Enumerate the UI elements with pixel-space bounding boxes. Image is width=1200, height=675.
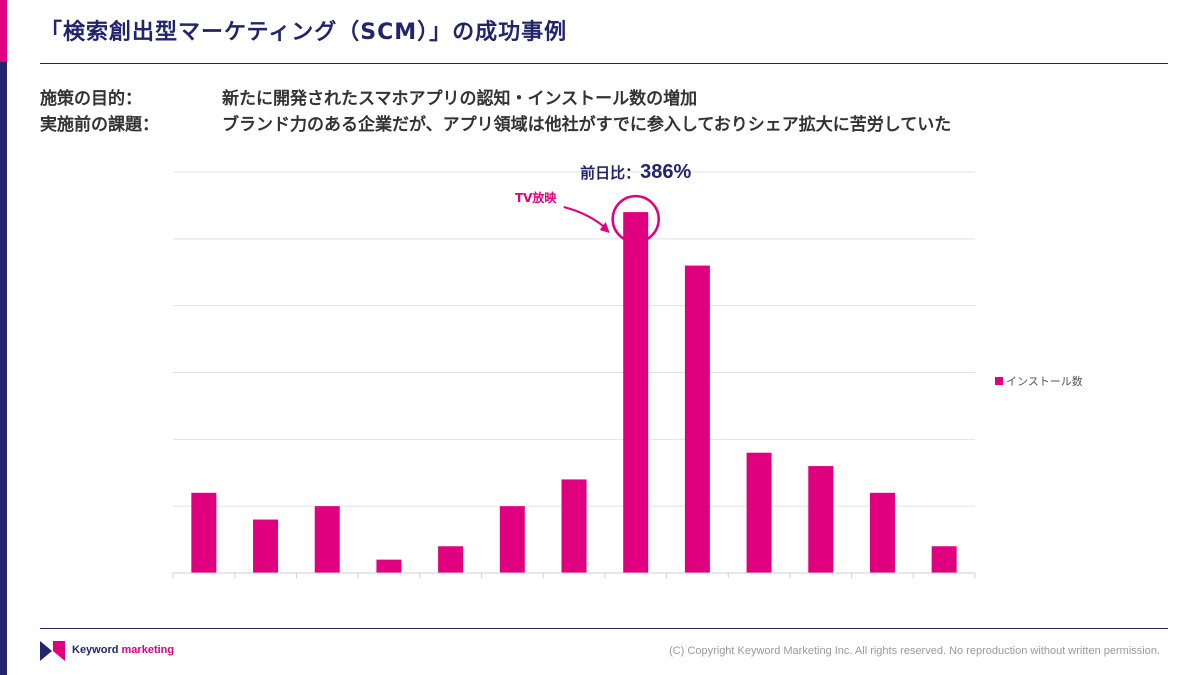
bar-install-3 — [314, 506, 340, 573]
chart-annotations: 前日比：386% TV放映 — [173, 161, 975, 244]
left-accent-bar-pink — [0, 0, 7, 62]
bar-install-5 — [438, 546, 464, 573]
bar-install-8 — [623, 212, 649, 573]
bar-install-12 — [869, 492, 895, 573]
ratio-annotation: 前日比：386% — [580, 161, 691, 183]
tv-broadcast-label: TV放映 — [515, 190, 557, 205]
slide-title: 「検索創出型マーケティング（SCM）」の成功事例 — [40, 20, 568, 45]
chart-gridlines — [173, 171, 975, 507]
bar-install-13 — [931, 546, 957, 573]
bar-install-11 — [808, 466, 834, 573]
brand-accent: marketing — [121, 644, 175, 656]
issue-label: 実施前の課題： — [40, 115, 159, 135]
left-accent-bar — [0, 0, 7, 675]
issue-value: ブランド力のある企業だが、アプリ領域は他社がすでに参入しておりシェア拡大に苦労し… — [222, 115, 952, 135]
chart-legend: インストール数 — [995, 375, 1083, 388]
ratio-label: 前日比： — [580, 164, 640, 182]
bar-install-4 — [376, 559, 402, 573]
brand-main: Keyword — [72, 644, 119, 656]
purpose-label: 施策の目的： — [40, 89, 142, 109]
tv-arrow-line — [563, 206, 609, 231]
title-divider — [40, 63, 1168, 64]
chart-bars — [191, 212, 957, 573]
chart-x-axis — [172, 572, 976, 578]
install-bar-chart: 前日比：386% TV放映 インストール数 — [172, 161, 1083, 578]
bar-install-6 — [499, 506, 525, 573]
legend-label: インストール数 — [1006, 375, 1083, 388]
highlight-circle — [611, 194, 660, 244]
bar-install-9 — [684, 265, 710, 573]
brand-name: Keyword marketing — [72, 644, 174, 656]
company-logo-icon — [40, 641, 65, 661]
ratio-value: 386% — [640, 161, 691, 183]
tv-arrow-head — [599, 222, 610, 233]
purpose-value: 新たに開発されたスマホアプリの認知・インストール数の増加 — [222, 89, 698, 109]
bar-install-7 — [561, 479, 587, 573]
bar-install-2 — [253, 519, 279, 573]
copyright-notice: (C) Copyright Keyword Marketing Inc. All… — [669, 645, 1160, 657]
footer-divider — [40, 628, 1168, 629]
legend-swatch — [995, 377, 1003, 385]
bar-install-10 — [746, 452, 772, 573]
bar-install-1 — [191, 492, 217, 573]
